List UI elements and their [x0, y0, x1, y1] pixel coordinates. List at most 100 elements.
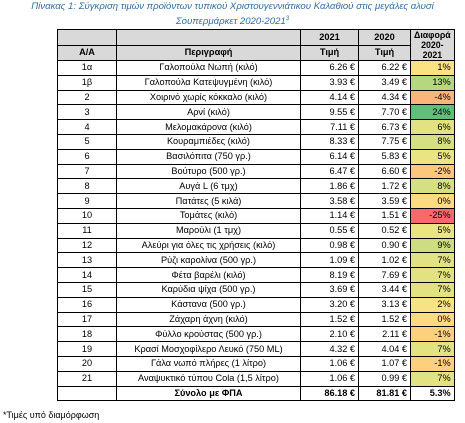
- description: Γάλα νωπό πλήρες (1 λίτρο): [116, 355, 301, 372]
- difference: 24%: [410, 104, 455, 121]
- header-cell: 2021: [300, 29, 359, 46]
- price-2020: 0.52 €: [358, 222, 411, 239]
- price-2020: 3.59 €: [358, 193, 411, 209]
- description: Τομάτες (κιλό): [116, 207, 301, 224]
- title-line: Σουπερμάρκετ 2020-2021: [175, 16, 286, 28]
- price-2021: 8.19 €: [300, 267, 359, 283]
- data-row: 17 Ζάχαρη άχνη (κιλό) 1.52 €1.52 €0%: [57, 311, 455, 328]
- data-row: 2 Χοιρινό χωρίς κόκκαλο (κιλό) 4.14 €4.34 …: [57, 89, 455, 106]
- description: Φύλλο κρούστας (500 γρ.): [116, 326, 301, 343]
- row-number: 12: [57, 237, 117, 254]
- description: Γαλοπούλα Νωπή (κιλό): [116, 60, 301, 76]
- data-row: 9 Πατάτες (5 κιλά) 3.58 €3.59 €0%: [57, 193, 455, 209]
- difference: -1%: [410, 326, 455, 343]
- data-row: 3 Αρνί (κιλό) 9.55 €7.70 €24%: [57, 104, 455, 121]
- data-row: 12 Αλεύρι για όλες τις χρήσεις (κιλό) 0.98…: [57, 237, 455, 254]
- row-number: 2: [57, 89, 117, 106]
- row-number: 20: [57, 355, 117, 372]
- description: Γαλοπούλα Κατεψυγμένη (κιλό): [116, 74, 301, 91]
- difference: 7%: [410, 370, 455, 387]
- price-2021: 3.20 €: [300, 296, 359, 313]
- difference: 2%: [410, 296, 455, 313]
- price-2020: 0.99 €: [358, 370, 411, 387]
- price-2020: 3.49 €: [358, 74, 411, 91]
- price-2020: 1.51 €: [358, 207, 411, 224]
- row-number: 13: [57, 252, 117, 269]
- total-label: Σύνολο με ΦΠΑ: [116, 385, 301, 402]
- header-cell: 2020: [358, 29, 411, 46]
- price-2020: 1.02 €: [358, 252, 411, 269]
- price-2021: 86.18 €: [300, 385, 359, 402]
- price-2020: 6.22 €: [358, 60, 411, 76]
- data-row: 15 Καρύδια ψίχα (500 γρ.) 3.69 €3.44 €7%: [57, 281, 455, 298]
- description: Μαρούλι (1 τμχ): [116, 222, 301, 239]
- header-cell: [57, 29, 117, 46]
- price-2021: 4.32 €: [300, 341, 359, 357]
- description: Κάστανα (500 γρ.): [116, 296, 301, 313]
- data-row: 1α Γαλοπούλα Νωπή (κιλό) 6.26 €6.22 €1%: [57, 60, 455, 76]
- price-2021: 8.33 €: [300, 133, 359, 150]
- difference: 5%: [410, 222, 455, 239]
- price-2020: 0.90 €: [358, 237, 411, 254]
- difference: 7%: [410, 252, 455, 269]
- header-cell: Τιμή: [300, 44, 359, 61]
- description: Κρασί Μοσχοφίλερο Λευκό (750 ML): [116, 341, 301, 357]
- price-2021: 6.14 €: [300, 148, 359, 165]
- title-line: Πίνακας 1: Σύγκριση τιμών προϊόντων τυπι…: [31, 1, 434, 12]
- price-2021: 2.10 €: [300, 326, 359, 343]
- data-row: 14 Φέτα βαρέλι (κιλό) 8.19 €7.69 €7%: [57, 267, 455, 283]
- row-number: 1α: [57, 60, 117, 76]
- difference: 5.3%: [410, 385, 455, 402]
- difference: 8%: [410, 133, 455, 150]
- price-2020: 81.81 €: [358, 385, 411, 402]
- row-number: 6: [57, 148, 117, 165]
- description: Καρύδια ψίχα (500 γρ.): [116, 281, 301, 298]
- description: Μελομακάρονα (κιλό): [116, 119, 301, 135]
- header-cell: Τιμή: [358, 44, 411, 61]
- price-2021: 0.55 €: [300, 222, 359, 239]
- price-2021: 4.14 €: [300, 89, 359, 106]
- data-row: 16 Κάστανα (500 γρ.) 3.20 €3.13 €2%: [57, 296, 455, 313]
- difference: 7%: [410, 341, 455, 357]
- price-2021: 3.58 €: [300, 193, 359, 209]
- description: Αναψυκτικό τύπου Cola (1,5 λίτρο): [116, 370, 301, 387]
- price-2021: 1.06 €: [300, 370, 359, 387]
- difference: 7%: [410, 267, 455, 283]
- data-row: 11 Μαρούλι (1 τμχ) 0.55 €0.52 €5%: [57, 222, 455, 239]
- data-row: 5 Κουραμπιέδες (κιλό) 8.33 €7.75 €8%: [57, 133, 455, 150]
- price-2020: 6.73 €: [358, 119, 411, 135]
- price-2020: 6.60 €: [358, 163, 411, 180]
- data-row: 4 Μελομακάρονα (κιλό) 7.11 €6.73 €6%: [57, 119, 455, 135]
- header-cell: Διαφορά 2020-2021: [410, 29, 455, 61]
- row-number: 16: [57, 296, 117, 313]
- price-2020: 2.11 €: [358, 326, 411, 343]
- price-2020: 4.04 €: [358, 341, 411, 357]
- row-number: 1β: [57, 74, 117, 91]
- price-2020: 1.52 €: [358, 311, 411, 328]
- row-number: 19: [57, 341, 117, 357]
- header-cell: Περιγραφή: [116, 44, 301, 61]
- price-2020: 4.34 €: [358, 89, 411, 106]
- price-2021: 0.98 €: [300, 237, 359, 254]
- difference: 6%: [410, 119, 455, 135]
- description: Χοιρινό χωρίς κόκκαλο (κιλό): [116, 89, 301, 106]
- header-cell: [116, 29, 301, 46]
- description: Ρύζι καρολίνα (500 γρ.): [116, 252, 301, 269]
- description: Αλεύρι για όλες τις χρήσεις (κιλό): [116, 237, 301, 254]
- price-2021: 6.26 €: [300, 60, 359, 76]
- footnote-mark: 3: [285, 16, 290, 22]
- price-2021: 3.69 €: [300, 281, 359, 298]
- row-number: 9: [57, 193, 117, 209]
- price-2020: 7.75 €: [358, 133, 411, 150]
- row-number: 3: [57, 104, 117, 121]
- difference: 1%: [410, 60, 455, 76]
- data-row: 8 Αυγά L (6 τμχ) 1.86 €1.72 €8%: [57, 178, 455, 195]
- data-row: 20 Γάλα νωπό πλήρες (1 λίτρο) 1.06 €1.07 €…: [57, 355, 455, 372]
- price-2021: 1.06 €: [300, 355, 359, 372]
- price-2021: 1.86 €: [300, 178, 359, 195]
- price-table: 2021 2020 Διαφορά 2020-2021 Α/Α Περιγραφ…: [57, 29, 455, 402]
- difference: 8%: [410, 178, 455, 195]
- price-2021: 9.55 €: [300, 104, 359, 121]
- row-number: 17: [57, 311, 117, 328]
